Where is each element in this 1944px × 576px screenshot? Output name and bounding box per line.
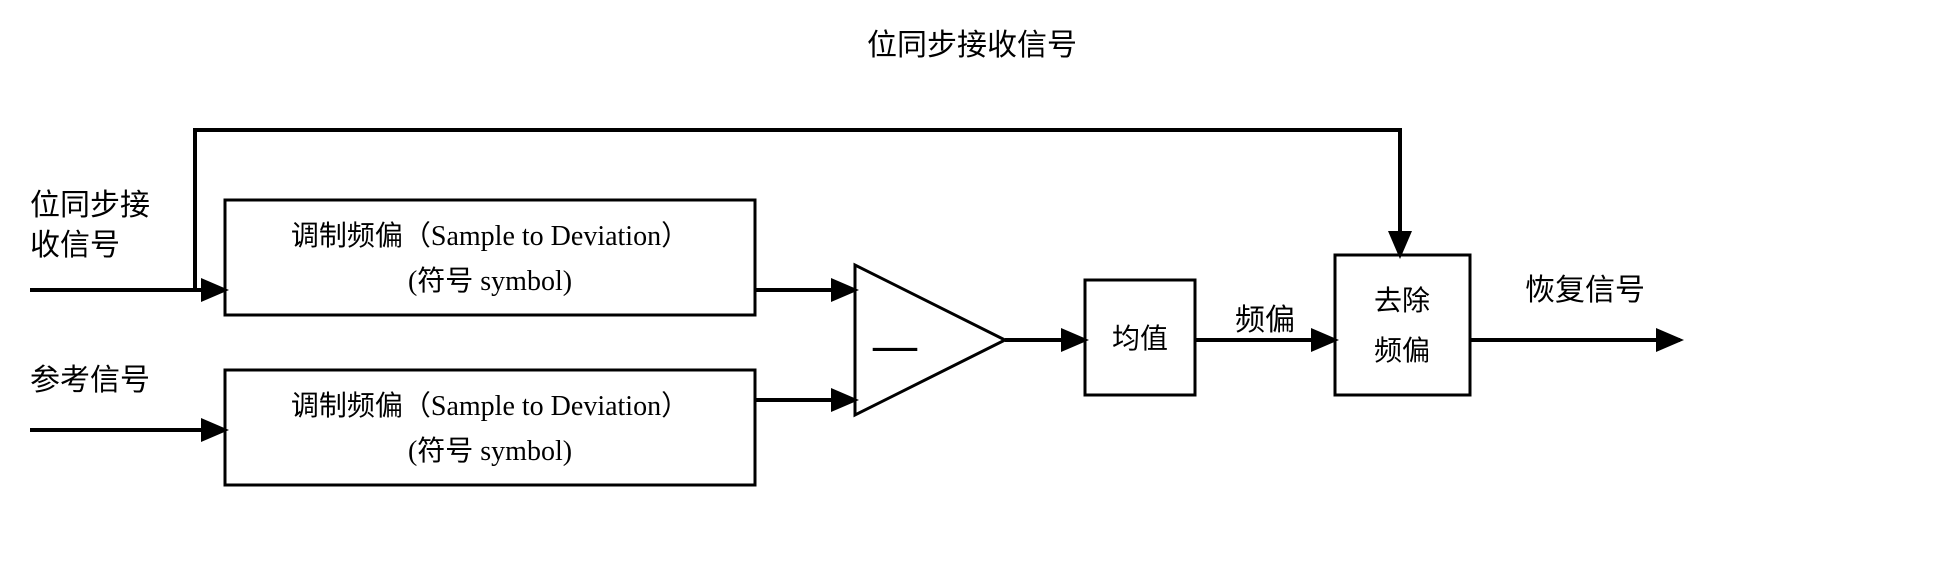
- block-mod-top-line1: 调制频偏（Sample to Deviation）: [291, 220, 689, 252]
- label-output: 恢复信号: [1525, 274, 1645, 307]
- block-mod-bot-line1: 调制频偏（Sample to Deviation）: [291, 390, 689, 422]
- block-remove: [1335, 255, 1470, 395]
- block-remove-line1: 去除: [1374, 285, 1430, 317]
- block-mod-top-line2: (符号 symbol): [408, 265, 572, 297]
- block-mod-top: [225, 200, 755, 315]
- block-mod-bot-line2: (符号 symbol): [408, 435, 572, 467]
- label-freq-offset: 频偏: [1235, 304, 1295, 337]
- block-mod-bot: [225, 370, 755, 485]
- arrow-feedback: [195, 130, 1400, 290]
- block-remove-line2: 频偏: [1374, 335, 1430, 367]
- subtract-minus: —: [872, 321, 918, 370]
- input-top-label-2: 收信号: [30, 229, 120, 262]
- input-bottom-label: 参考信号: [30, 364, 150, 397]
- title-label: 位同步接收信号: [867, 29, 1077, 62]
- block-mean-label: 均值: [1112, 323, 1168, 355]
- input-top-label-1: 位同步接: [30, 189, 150, 222]
